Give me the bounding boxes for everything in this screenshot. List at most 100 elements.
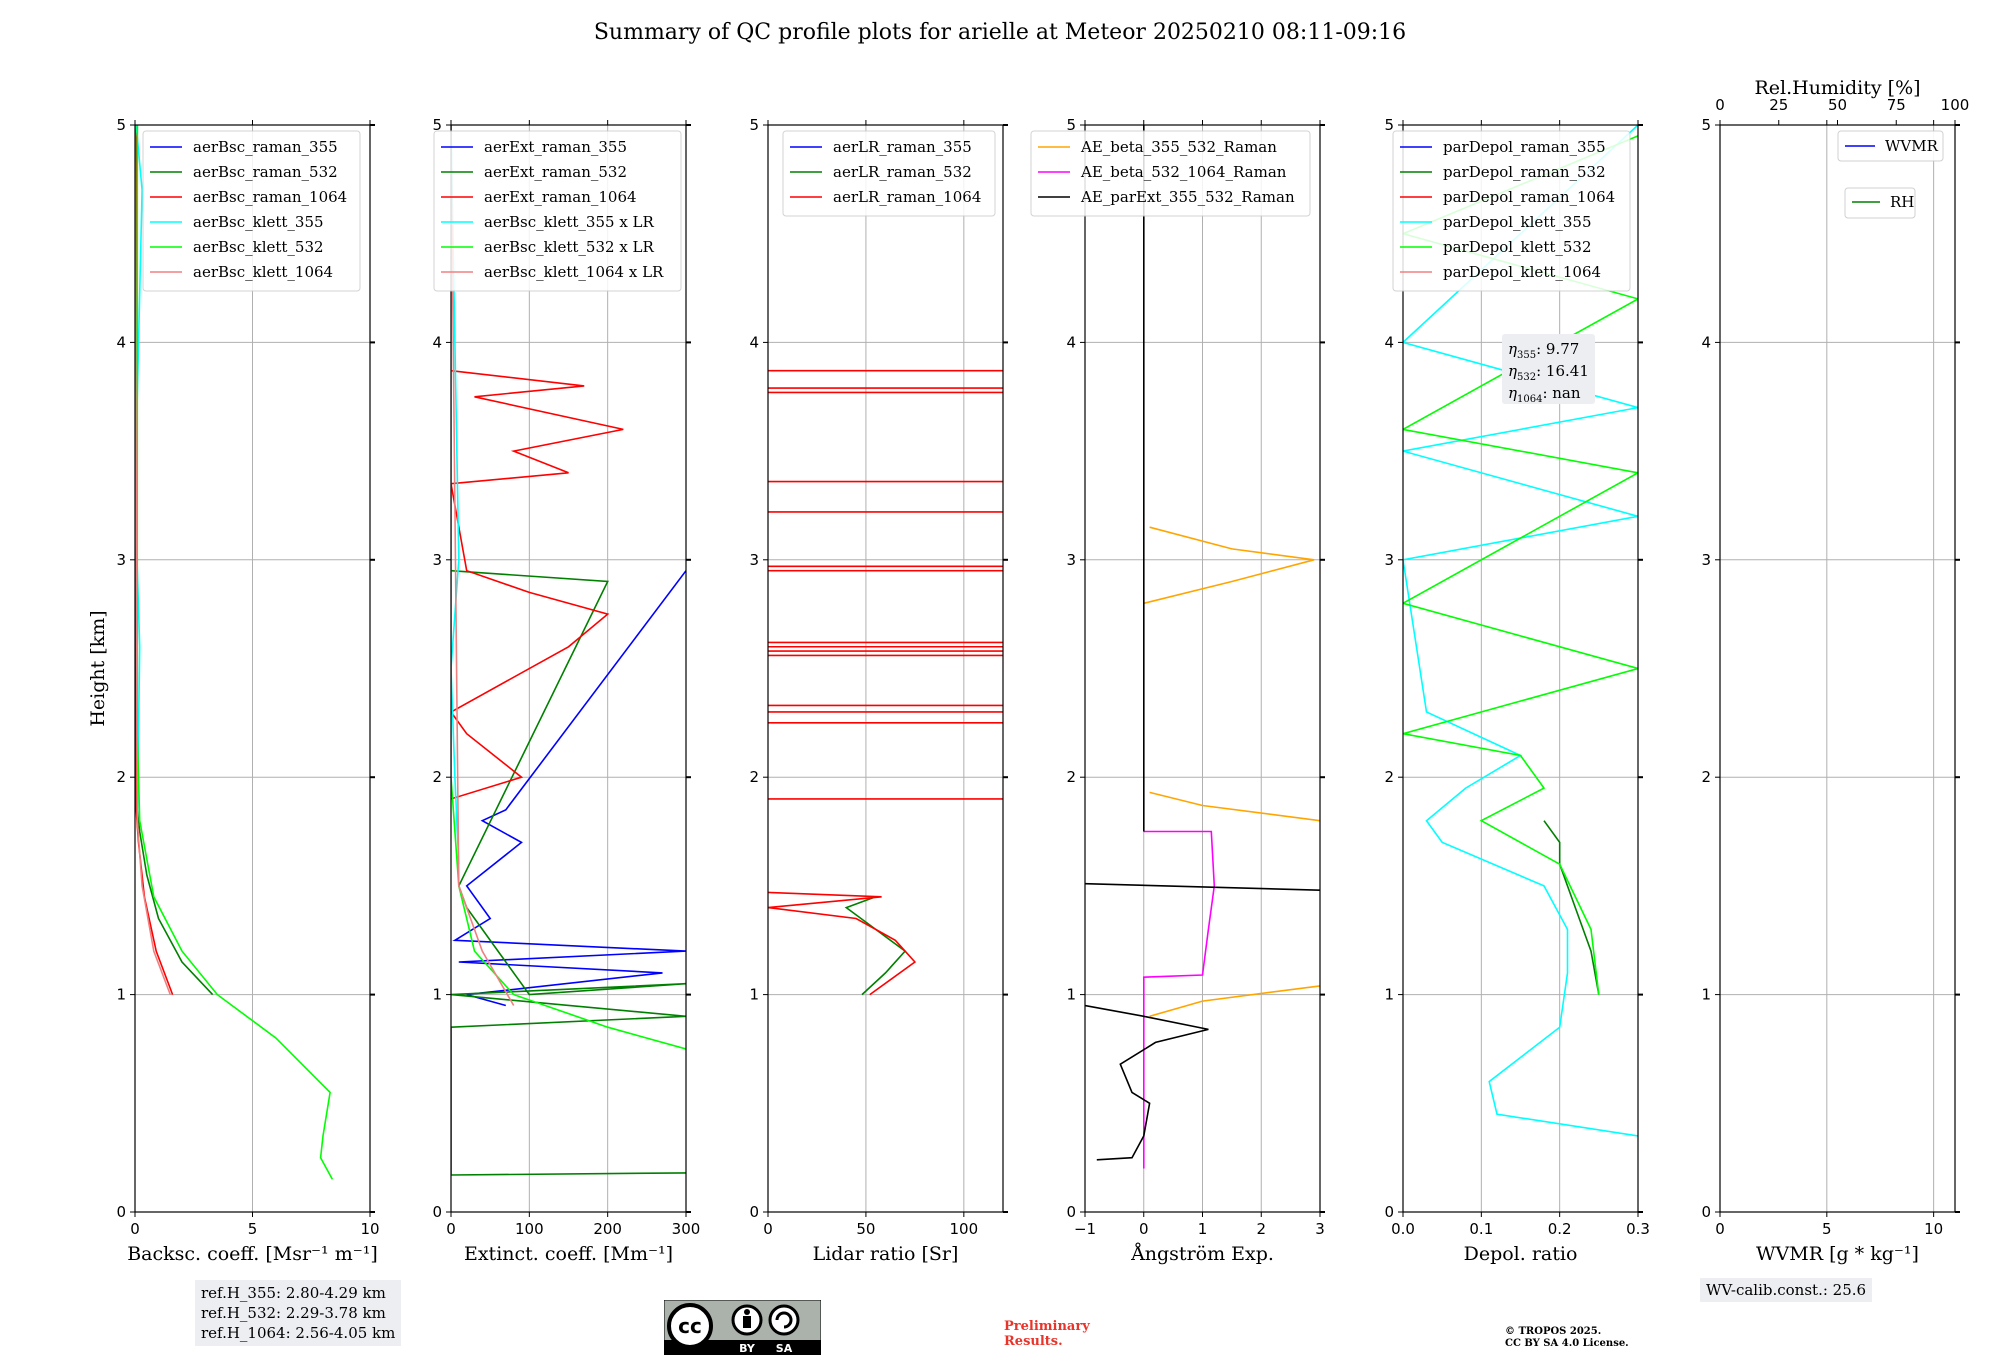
legend-label: aerLR_raman_532 bbox=[833, 163, 972, 181]
cc-logo-text: cc bbox=[678, 1314, 702, 1338]
legend-label: aerBsc_klett_532 bbox=[193, 238, 324, 256]
series-line-parDepol_raman_532 bbox=[1543, 820, 1600, 995]
top-tick-label: 0 bbox=[1715, 96, 1725, 114]
legend-label: aerBsc_raman_1064 bbox=[193, 188, 347, 206]
copyright-line-2: CC BY SA 4.0 License. bbox=[1505, 1338, 1629, 1349]
legend-label: aerExt_raman_1064 bbox=[484, 188, 637, 206]
legend-label: WVMR bbox=[1885, 137, 1939, 155]
axes-frame bbox=[1402, 124, 1639, 1213]
y-tick-label: 3 bbox=[749, 551, 759, 569]
legend-box bbox=[1030, 130, 1311, 217]
series-line-AE_beta_532_1064_Raman bbox=[1143, 830, 1216, 1169]
preliminary-results-note: Preliminary Results. bbox=[1004, 1319, 1090, 1349]
axes-frame bbox=[1719, 124, 1956, 1213]
y-tick-label: 2 bbox=[749, 768, 759, 786]
x-axis-label: WVMR [g * kg⁻¹] bbox=[1756, 1243, 1919, 1265]
x-tick-label: 50 bbox=[856, 1220, 875, 1238]
axes-frame bbox=[767, 124, 1004, 1213]
x-axis-label: Depol. ratio bbox=[1464, 1243, 1578, 1265]
y-tick-label: 0 bbox=[432, 1203, 442, 1221]
y-tick-label: 3 bbox=[432, 551, 442, 569]
y-tick-label: 1 bbox=[116, 986, 126, 1004]
legend-label: aerLR_raman_355 bbox=[833, 138, 972, 156]
y-tick-label: 0 bbox=[116, 1203, 126, 1221]
legend-label: parDepol_raman_532 bbox=[1443, 163, 1606, 181]
legend-label: aerBsc_klett_355 x LR bbox=[484, 213, 655, 231]
x-tick-label: 0 bbox=[1715, 1220, 1725, 1238]
y-tick-label: 3 bbox=[116, 551, 126, 569]
legend-box-rh bbox=[1844, 187, 1916, 219]
legend-label: parDepol_raman_1064 bbox=[1443, 188, 1615, 206]
y-tick-label: 5 bbox=[1066, 116, 1076, 134]
x-tick-label: 200 bbox=[593, 1220, 622, 1238]
y-tick-label: 1 bbox=[1701, 986, 1711, 1004]
x-tick-label: 3 bbox=[1315, 1220, 1325, 1238]
series-line-aerBsc_klett_355 x LR bbox=[451, 125, 460, 865]
y-tick-label: 0 bbox=[1066, 1203, 1076, 1221]
legend-label: aerBsc_raman_355 bbox=[193, 138, 338, 156]
ref-height-532: ref.H_532: 2.29-3.78 km bbox=[201, 1304, 386, 1322]
wv-calibration-box: WV-calib.const.: 25.6 bbox=[1700, 1278, 1873, 1302]
legend-label: aerBsc_klett_1064 x LR bbox=[484, 263, 664, 281]
y-tick-label: 1 bbox=[1066, 986, 1076, 1004]
legend-label: AE_beta_355_532_Raman bbox=[1080, 138, 1277, 156]
ref-height-1064: ref.H_1064: 2.56-4.05 km bbox=[201, 1324, 396, 1342]
series-line-aerBsc_klett_1064 bbox=[135, 125, 172, 995]
top-tick-label: 25 bbox=[1769, 96, 1788, 114]
sa-icon bbox=[768, 1304, 800, 1336]
x-tick-label: 0.3 bbox=[1626, 1220, 1650, 1238]
legend-box bbox=[433, 130, 682, 292]
ref-height-355: ref.H_355: 2.80-4.29 km bbox=[201, 1284, 386, 1302]
x-axis-label: Backsc. coeff. [Msr⁻¹ m⁻¹] bbox=[127, 1243, 378, 1265]
y-tick-label: 3 bbox=[1384, 551, 1394, 569]
x-tick-label: 5 bbox=[248, 1220, 258, 1238]
series-line-aerBsc_klett_1064 x LR bbox=[451, 125, 515, 1006]
series-line-aerExt_raman_532 bbox=[451, 569, 686, 1176]
x-tick-label: −1 bbox=[1074, 1220, 1096, 1238]
legend-label: aerExt_raman_532 bbox=[484, 163, 627, 181]
reference-heights-box: ref.H_355: 2.80-4.29 km ref.H_532: 2.29-… bbox=[195, 1280, 402, 1346]
preliminary-line-1: Preliminary bbox=[1004, 1319, 1090, 1334]
top-tick-label: 75 bbox=[1887, 96, 1906, 114]
series-line-aerBsc_klett_532 x LR bbox=[451, 125, 686, 1050]
series-line-AE_beta_355_532_Raman bbox=[1149, 985, 1320, 1018]
legend-label: parDepol_raman_355 bbox=[1443, 138, 1606, 156]
legend-label: parDepol_klett_1064 bbox=[1443, 263, 1601, 281]
axes-frame bbox=[450, 124, 687, 1213]
series-line-AE_beta_355_532_Raman bbox=[1149, 791, 1320, 822]
legend-label: aerBsc_raman_532 bbox=[193, 163, 338, 181]
series-line-AE_parExt_355_532_Raman bbox=[1085, 1004, 1209, 1161]
x-tick-label: 300 bbox=[672, 1220, 701, 1238]
x-tick-label: 10 bbox=[360, 1220, 379, 1238]
x-tick-label: 0 bbox=[763, 1220, 773, 1238]
x-tick-label: 100 bbox=[950, 1220, 979, 1238]
series-line-aerExt_raman_355 bbox=[452, 570, 686, 1007]
legend-box bbox=[782, 130, 996, 217]
legend-label: parDepol_klett_532 bbox=[1443, 238, 1592, 256]
y-tick-label: 1 bbox=[1384, 986, 1394, 1004]
legend-label: AE_parExt_355_532_Raman bbox=[1080, 188, 1295, 206]
legend-label: aerLR_raman_1064 bbox=[833, 188, 981, 206]
by-label: BY bbox=[739, 1342, 756, 1355]
top-tick-label: 100 bbox=[1941, 96, 1970, 114]
legend-label: aerExt_raman_355 bbox=[484, 138, 627, 156]
top-tick-label: 50 bbox=[1828, 96, 1847, 114]
series-line-aerBsc_klett_355 bbox=[135, 125, 143, 821]
series-line-aerLR_raman_1064 bbox=[768, 891, 917, 996]
y-tick-label: 4 bbox=[1066, 333, 1076, 351]
legend-label: RH bbox=[1890, 193, 1914, 211]
y-tick-label: 0 bbox=[749, 1203, 759, 1221]
eta-annotation-line: η355: 9.77 bbox=[1508, 340, 1579, 361]
y-tick-label: 4 bbox=[432, 333, 442, 351]
legend-label: aerBsc_klett_355 bbox=[193, 213, 324, 231]
x-tick-label: 10 bbox=[1924, 1220, 1943, 1238]
legend-box bbox=[1392, 130, 1631, 292]
sa-label: SA bbox=[776, 1342, 793, 1355]
y-tick-label: 5 bbox=[432, 116, 442, 134]
figure-title: Summary of QC profile plots for arielle … bbox=[593, 20, 1407, 45]
legend-label: AE_beta_532_1064_Raman bbox=[1080, 163, 1287, 181]
series-line-AE_parExt_355_532_Raman bbox=[1085, 882, 1320, 891]
y-tick-label: 5 bbox=[749, 116, 759, 134]
y-tick-label: 4 bbox=[749, 333, 759, 351]
